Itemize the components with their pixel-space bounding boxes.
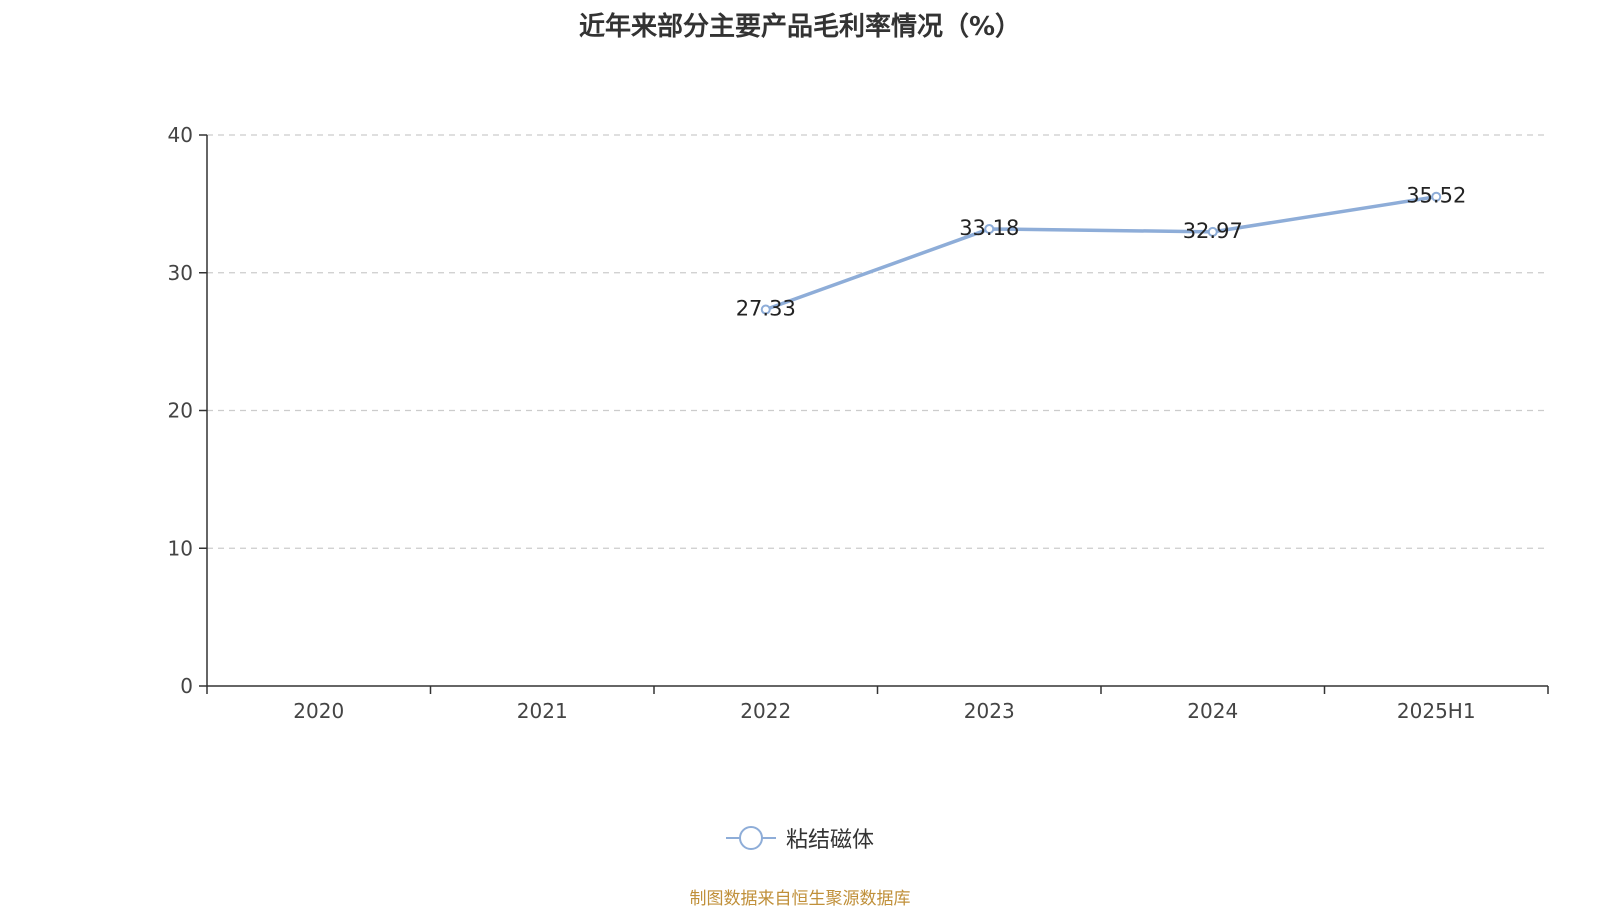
data-point (760, 304, 771, 315)
x-tick-label: 2024 (1187, 699, 1238, 723)
y-tick-label: 0 (180, 674, 193, 698)
data-label: 33.18 (959, 216, 1019, 240)
y-tick-label: 10 (168, 536, 193, 560)
legend-label: 粘结磁体 (785, 828, 874, 853)
axes: 0 10 20 30 40 2020 2021 2022 2023 2024 2025H1 (168, 123, 1549, 723)
legend[interactable]: 粘结磁体 (0, 822, 1600, 854)
x-tick-label: 2025H1 (1397, 699, 1476, 723)
data-label: 35.52 (1406, 184, 1466, 208)
chart-title: 近年来部分主要产品毛利率情况（%） (578, 12, 1022, 42)
x-tick-label: 2021 (517, 699, 568, 723)
y-tick-label: 30 (168, 261, 193, 285)
data-point (1207, 226, 1218, 237)
source-note: 制图数据来自恒生聚源数据库 (689, 889, 911, 909)
series-layer (760, 191, 1442, 315)
data-labels: 27.33 33.18 32.97 35.52 (736, 184, 1467, 321)
data-label: 27.33 (736, 297, 796, 321)
grid-lines (207, 134, 1548, 549)
x-tick-label: 2022 (740, 699, 791, 723)
series-line (765, 194, 1437, 312)
legend-marker-icon (725, 825, 776, 851)
x-tick-label: 2023 (964, 699, 1015, 723)
data-point (1431, 191, 1442, 202)
data-label: 32.97 (1183, 219, 1243, 243)
y-tick-label: 20 (168, 399, 193, 423)
y-tick-label: 40 (168, 123, 193, 147)
x-tick-label: 2020 (293, 699, 344, 723)
data-point (984, 223, 995, 234)
